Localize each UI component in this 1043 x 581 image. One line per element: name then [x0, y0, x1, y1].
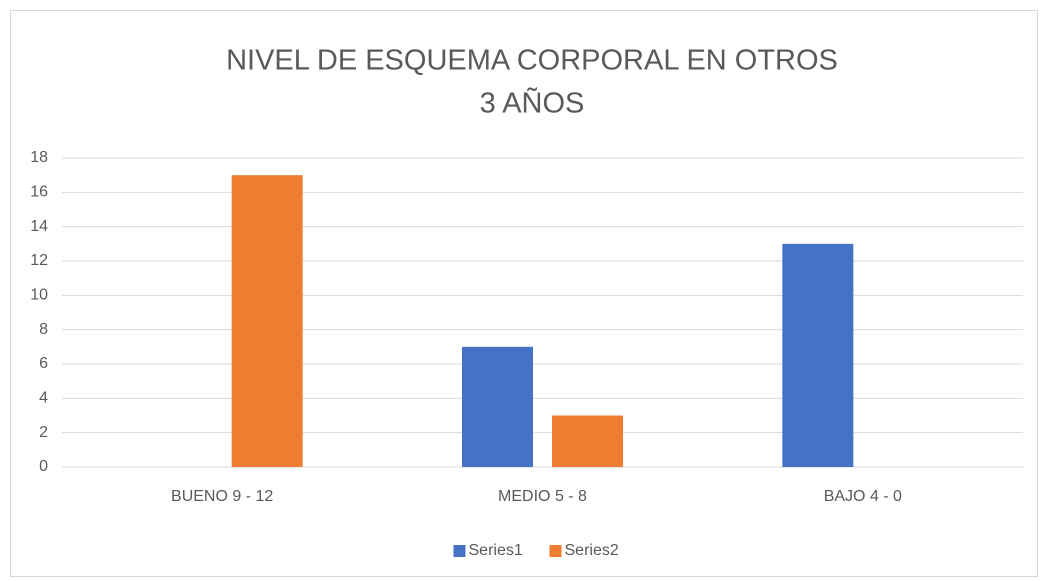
y-tick-label: 12: [30, 252, 48, 269]
x-tick-label: BAJO 4 - 0: [824, 488, 902, 505]
chart-title: 3 AÑOS: [480, 86, 585, 120]
legend-label: Series2: [565, 542, 619, 559]
y-tick-label: 18: [30, 149, 48, 166]
y-tick-label: 0: [39, 458, 48, 475]
y-tick-label: 8: [39, 321, 48, 338]
y-tick-label: 4: [39, 390, 48, 407]
x-tick-label: MEDIO 5 - 8: [498, 488, 587, 505]
y-tick-label: 6: [39, 355, 48, 372]
y-tick-label: 16: [30, 184, 48, 201]
legend-label: Series1: [469, 542, 523, 559]
y-tick-label: 10: [30, 287, 48, 304]
chart-title: NIVEL DE ESQUEMA CORPORAL EN OTROS: [226, 45, 838, 77]
bar: [552, 415, 623, 467]
legend-swatch: [549, 545, 562, 557]
legend-swatch: [453, 545, 466, 557]
chart-border: [10, 10, 1038, 577]
y-tick-label: 2: [39, 424, 48, 441]
bar: [462, 346, 533, 467]
x-tick-label: BUENO 9 - 12: [171, 488, 273, 505]
bar: [231, 175, 303, 467]
y-tick-label: 14: [30, 218, 48, 235]
bar: [782, 243, 854, 467]
